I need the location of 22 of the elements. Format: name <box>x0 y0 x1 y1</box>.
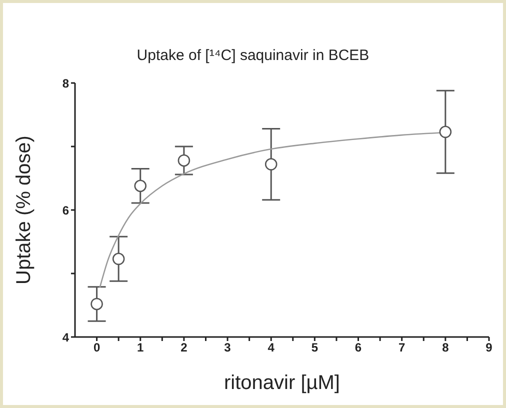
point <box>439 126 452 138</box>
point <box>112 252 125 266</box>
y-tick-label: 8 <box>62 76 70 90</box>
x-tick-label: 6 <box>354 340 362 355</box>
point <box>90 298 103 310</box>
y-axis-title: Uptake (% dose) <box>13 136 36 284</box>
x-tick-label: 7 <box>398 340 406 355</box>
x-tick-label: 8 <box>442 340 450 355</box>
y-tick-label: 6 <box>62 203 70 218</box>
point <box>134 180 147 192</box>
x-tick-label: 1 <box>137 340 144 355</box>
x-tick-label: 9 <box>486 340 493 355</box>
x-tick-label: 4 <box>268 340 275 355</box>
x-tick-label: 3 <box>224 340 232 355</box>
y-tick-label: 4 <box>62 330 70 344</box>
x-tick-label: 0 <box>93 340 100 355</box>
x-tick-label: 5 <box>311 340 318 355</box>
x-tick-label: 2 <box>180 340 188 355</box>
chart-title: Uptake of [¹⁴C] saquinavir in BCEB <box>136 47 370 64</box>
x-axis-title: ritonavir [µM] <box>224 372 340 394</box>
point <box>264 158 278 170</box>
point <box>178 154 190 167</box>
